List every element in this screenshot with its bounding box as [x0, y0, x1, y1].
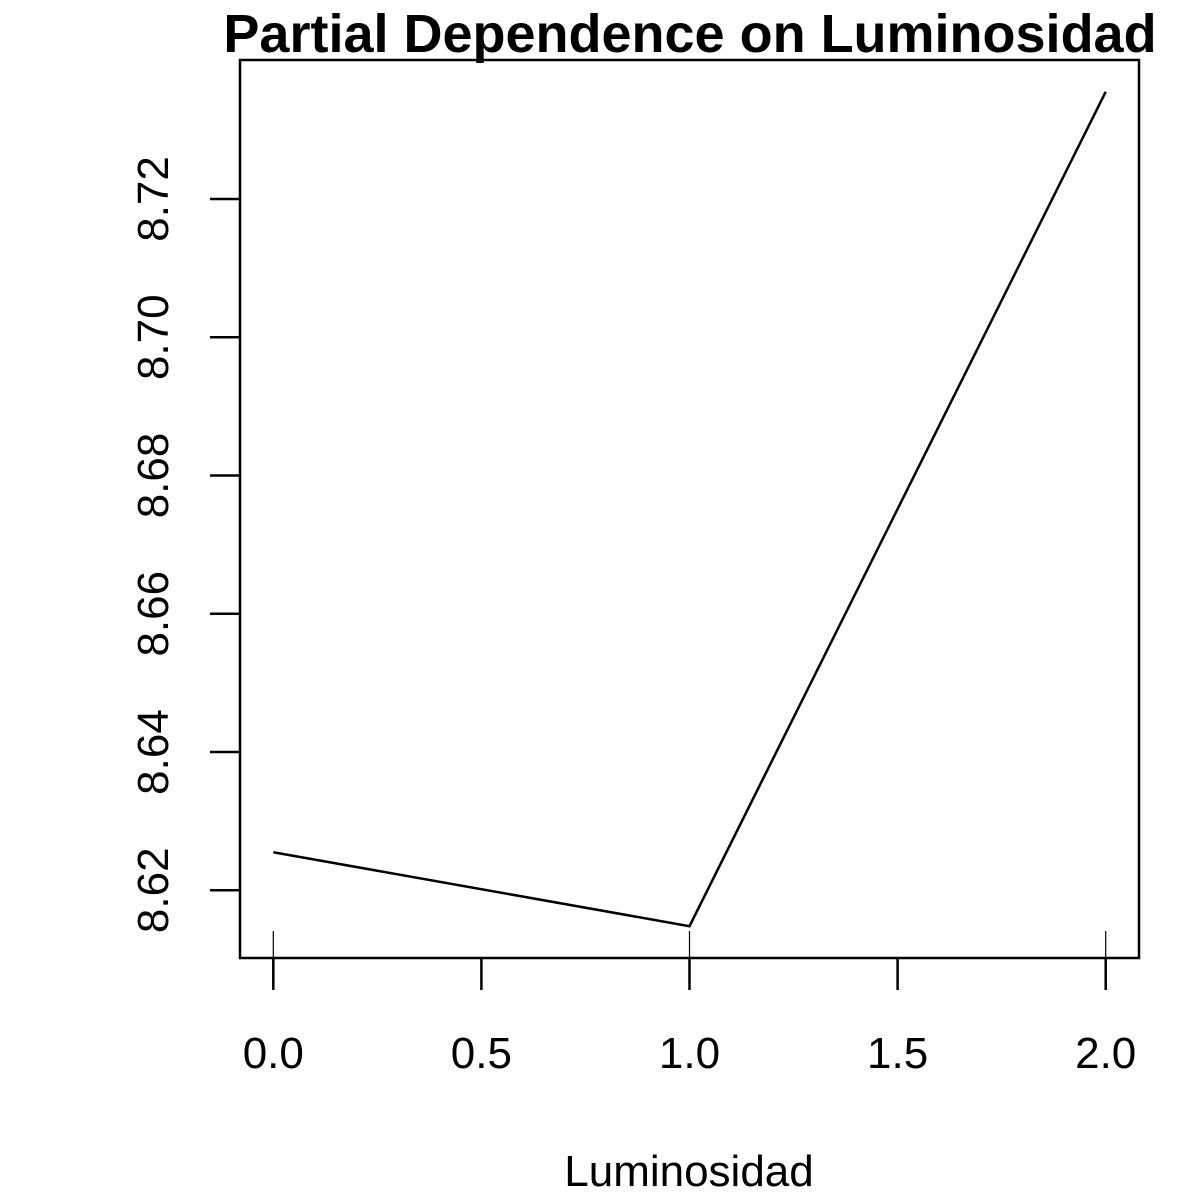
x-tick-label: 1.0	[659, 1029, 720, 1078]
x-tick-label: 1.5	[867, 1029, 928, 1078]
y-tick-label: 8.66	[129, 571, 178, 657]
y-tick-label: 8.64	[129, 709, 178, 795]
chart-title: Partial Dependence on Luminosidad	[223, 4, 1156, 64]
x-tick-label: 2.0	[1075, 1029, 1136, 1078]
plot-frame	[238, 58, 1141, 960]
y-tick-label: 8.62	[129, 847, 178, 933]
y-tick-label: 8.68	[129, 433, 178, 519]
x-tick-label: 0.5	[451, 1029, 512, 1078]
x-tick-label: 0.0	[243, 1029, 304, 1078]
rug-marks	[272, 931, 1107, 958]
partial-dependence-line	[273, 91, 1107, 928]
x-axis: 0.0 0.5 1.0 1.5 2.0	[243, 958, 1136, 1078]
y-tick-label: 8.72	[129, 156, 178, 242]
x-axis-label: Luminosidad	[564, 1147, 814, 1196]
y-tick-label: 8.70	[129, 294, 178, 380]
y-axis: 8.62 8.64 8.66 8.68 8.70 8.72	[129, 156, 240, 933]
